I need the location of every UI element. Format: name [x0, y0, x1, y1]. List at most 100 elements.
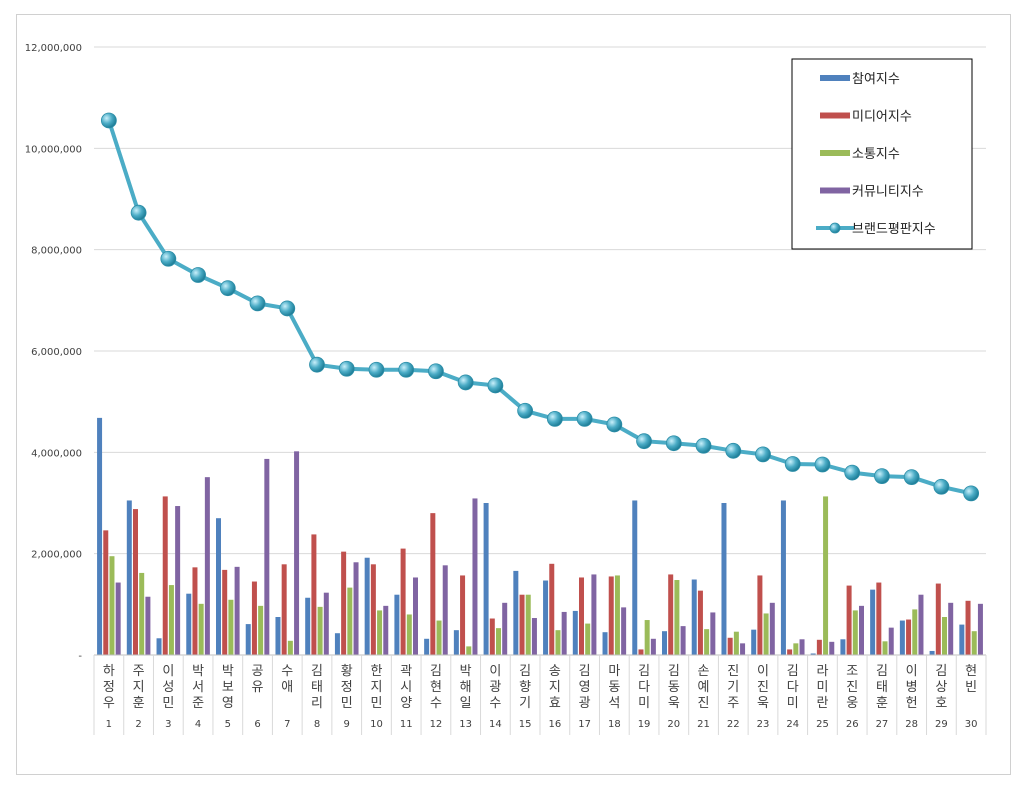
legend-label: 참여지수 — [852, 72, 900, 87]
line-point — [963, 485, 980, 502]
rank-label: 5 — [225, 719, 231, 730]
legend-marker — [829, 222, 841, 234]
bar-2 — [460, 575, 466, 655]
y-tick-label: - — [78, 651, 82, 662]
rank-label: 20 — [667, 719, 680, 730]
legend-swatch — [820, 150, 850, 156]
bar-1 — [899, 620, 905, 655]
bar-4 — [829, 641, 835, 655]
line-point — [279, 300, 296, 317]
line-point — [338, 360, 355, 377]
bar-3 — [258, 605, 264, 655]
legend-label: 미디어지수 — [852, 110, 912, 125]
bar-3 — [942, 617, 947, 655]
bar-3 — [882, 641, 888, 655]
rank-label: 6 — [254, 719, 260, 730]
bar-2 — [251, 581, 257, 655]
line-point — [428, 363, 444, 380]
rank-label: 22 — [727, 719, 740, 730]
bar-1 — [870, 589, 876, 655]
bar-2 — [341, 551, 347, 655]
line-point — [398, 361, 415, 378]
bar-3 — [466, 646, 472, 655]
bar-1 — [97, 417, 103, 655]
legend-swatch — [820, 187, 850, 194]
bar-3 — [733, 631, 739, 655]
bar-4 — [115, 582, 121, 655]
line-point — [755, 446, 771, 463]
bar-2 — [697, 590, 703, 655]
bar-2 — [787, 649, 793, 655]
bar-4 — [383, 605, 389, 655]
chart-svg: - 2,000,000 4,000,000 6,000,000 8,000,000 10,… — [25, 43, 987, 735]
rank-label: 25 — [816, 719, 829, 730]
bar-1 — [245, 624, 251, 655]
bar-1 — [572, 610, 578, 655]
bar-4 — [859, 605, 864, 655]
rank-label: 4 — [195, 719, 201, 730]
bar-2 — [608, 576, 614, 655]
bar-1 — [186, 593, 192, 655]
rank-label: 15 — [519, 719, 532, 730]
bar-2 — [489, 618, 495, 655]
bar-2 — [579, 577, 584, 655]
rank-label: 8 — [314, 719, 320, 730]
bar-4 — [502, 602, 508, 655]
bar-1 — [513, 570, 519, 655]
rank-label: 12 — [430, 719, 443, 730]
bar-3 — [644, 620, 650, 655]
bar-1 — [602, 632, 608, 655]
legend-label: 브랜드평판지수 — [852, 222, 936, 237]
rank-label: 19 — [638, 719, 651, 730]
bar-4 — [561, 611, 567, 655]
bar-3 — [109, 556, 115, 655]
bar-4 — [680, 626, 686, 655]
rank-label: 3 — [165, 719, 171, 730]
bar-2 — [103, 530, 109, 655]
line-point — [368, 361, 385, 378]
bar-1 — [840, 639, 846, 655]
bar-4 — [264, 458, 270, 655]
bar-4 — [531, 618, 537, 655]
bar-1 — [780, 500, 786, 655]
bar-1 — [394, 594, 400, 655]
line-point — [636, 433, 652, 450]
bar-1 — [632, 500, 638, 655]
bar-3 — [228, 599, 234, 655]
bar-2 — [281, 564, 287, 655]
line-point — [665, 435, 682, 452]
line-point — [933, 478, 950, 495]
rank-label: 18 — [608, 719, 621, 730]
bar-4 — [353, 562, 359, 655]
bar-4 — [710, 612, 716, 655]
bar-3 — [793, 643, 799, 655]
line-point — [457, 374, 474, 391]
bar-4 — [323, 592, 329, 655]
rank-label: 10 — [370, 719, 383, 730]
bar-1 — [929, 650, 935, 655]
bar-3 — [198, 603, 204, 655]
bar-1 — [483, 503, 489, 655]
bar-3 — [347, 587, 353, 655]
legend-label: 커뮤니티지수 — [852, 185, 924, 200]
bar-3 — [406, 614, 412, 655]
bar-4 — [888, 627, 894, 655]
bar-4 — [204, 477, 210, 655]
bar-series — [97, 417, 983, 655]
bar-4 — [294, 451, 300, 655]
bar-4 — [799, 639, 805, 655]
rank-label: 16 — [548, 719, 561, 730]
